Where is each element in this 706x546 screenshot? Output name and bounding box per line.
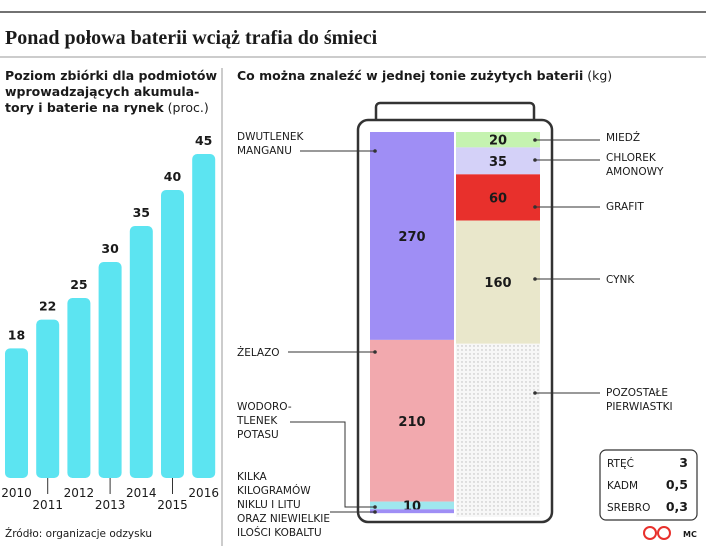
segment-name: POZOSTAŁE	[606, 387, 668, 399]
chart-unit: (proc.)	[168, 100, 209, 115]
table-value: 0,3	[666, 499, 688, 514]
value-label: 20	[489, 134, 507, 149]
segment	[456, 220, 540, 344]
segment-name: CYNK	[606, 274, 635, 286]
value-label: 30	[101, 241, 119, 256]
leader-dot	[533, 138, 537, 142]
leader-dot	[373, 149, 377, 153]
segment-name: AMONOWY	[606, 166, 664, 178]
chart-title: Co można znaleźć w jednej tonie zużytych…	[237, 68, 612, 83]
segment-name: CHLOREK	[606, 152, 657, 164]
trace-table	[599, 449, 698, 521]
chart-title: wprowadzających akumula-	[5, 84, 199, 99]
source: Źródło: organizacje odzysku	[5, 527, 152, 540]
value-label: 60	[489, 191, 507, 206]
x-tick-label: 2014	[126, 486, 157, 500]
segment-name: KILKA	[237, 471, 268, 483]
table-value: 3	[679, 455, 688, 470]
table-name: KADM	[607, 480, 638, 492]
x-tick-label: 2012	[64, 486, 95, 500]
segment	[456, 174, 540, 221]
segment-name: MIEDŹ	[606, 131, 640, 144]
leader-dot	[533, 205, 537, 209]
segment-name: PIERWIASTKI	[606, 401, 673, 413]
value-label: 270	[398, 230, 425, 245]
segment-name: KILOGRAMÓW	[237, 484, 311, 497]
leader	[290, 421, 375, 508]
x-tick-label: 2016	[188, 486, 219, 500]
value-label: 18	[8, 327, 25, 342]
value-label: 22	[39, 299, 56, 314]
value-label: 35	[489, 155, 507, 170]
segment-name: ILOŚCI KOBALTU	[237, 526, 322, 539]
segment-name: GRAFIT	[606, 201, 644, 213]
bar	[67, 298, 91, 478]
segment	[456, 132, 540, 148]
table-name: SREBRO	[607, 502, 650, 514]
credit: MC	[683, 530, 697, 539]
chart-title: tory i baterie na rynek (proc.)	[5, 100, 209, 115]
table-value: 0,5	[666, 477, 688, 492]
segment-name: ŻELAZO	[237, 346, 280, 359]
leader-dot	[533, 277, 537, 281]
leader-dot	[533, 158, 537, 162]
chart-title-line: wprowadzających akumula-	[5, 84, 199, 99]
leader-dot	[373, 505, 377, 509]
segment-name: MANGANU	[237, 145, 292, 157]
page-title: Ponad połowa baterii wciąż trafia do śmi…	[5, 27, 378, 49]
segment-name: WODORO-	[237, 401, 292, 413]
bar	[5, 348, 28, 478]
chart-title-line: Poziom zbiórki dla podmiotów	[5, 68, 217, 83]
segment	[370, 509, 454, 514]
segment-name: POTASU	[237, 429, 279, 441]
segment	[370, 501, 454, 510]
x-tick-label: 2013	[95, 498, 126, 512]
segment-name: ORAZ NIEWIELKIE	[237, 513, 330, 525]
bar	[36, 319, 60, 478]
chart-title: Poziom zbiórki dla podmiotów	[5, 68, 217, 83]
segment-name: NIKLU I LITU	[237, 499, 301, 511]
value-label: 35	[133, 205, 150, 220]
segment	[370, 339, 454, 502]
logo	[657, 526, 671, 540]
leader-dot	[373, 350, 377, 354]
value-label: 210	[398, 415, 425, 430]
bar	[161, 190, 184, 478]
logo	[643, 526, 657, 540]
chart-unit: (kg)	[587, 68, 612, 83]
segment-name: DWUTLENEK	[237, 131, 305, 143]
segment	[456, 343, 540, 517]
x-tick-label: 2010	[1, 486, 32, 500]
value-label: 160	[484, 276, 511, 291]
value-label: 25	[70, 277, 87, 292]
value-label: 45	[195, 133, 212, 148]
value-label: 40	[164, 169, 182, 184]
segment	[456, 147, 540, 175]
x-tick-label: 2011	[32, 498, 63, 512]
leader-dot	[533, 391, 537, 395]
segment-name: TLENEK	[236, 415, 278, 427]
segment	[370, 132, 454, 340]
bar	[129, 226, 153, 478]
bar	[192, 154, 216, 478]
bar	[98, 262, 122, 478]
chart-title-text: Co można znaleźć w jednej tonie zużytych…	[237, 68, 583, 83]
chart-title-line: tory i baterie na rynek	[5, 100, 164, 115]
x-tick-label: 2015	[157, 498, 188, 512]
leader-dot	[373, 510, 377, 514]
table-name: RTĘĆ	[607, 457, 634, 470]
